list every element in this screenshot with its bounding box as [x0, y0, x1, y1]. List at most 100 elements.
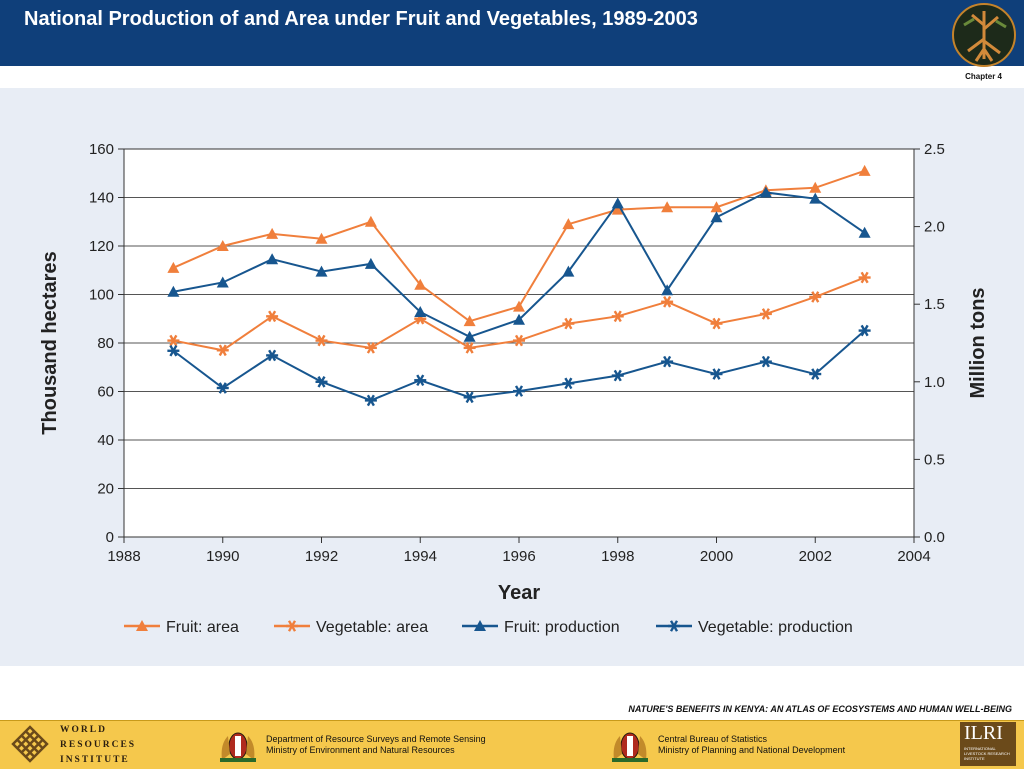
- x-tick-label: 2002: [799, 548, 832, 565]
- data-point: [562, 377, 575, 390]
- data-point: [809, 291, 822, 303]
- dept2-line-2: Ministry of Planning and National Develo…: [658, 745, 846, 755]
- dept1-line-2: Ministry of Environment and Natural Reso…: [266, 745, 455, 755]
- data-point: [562, 317, 575, 330]
- x-tick-label: 1992: [305, 548, 338, 565]
- data-point: [216, 382, 229, 394]
- kenya-crest-icon: [612, 732, 648, 762]
- data-point: [710, 317, 723, 330]
- legend-label: Fruit: area: [166, 619, 239, 636]
- legend-label: Vegetable: production: [698, 619, 853, 636]
- y-axis-label: Thousand hectares: [39, 251, 61, 434]
- data-point: [858, 324, 871, 337]
- data-point: [167, 261, 180, 273]
- plant-roots-icon: [963, 11, 1007, 62]
- legend-label: Fruit: production: [504, 619, 620, 636]
- y-tick-label: 20: [97, 481, 114, 498]
- data-point: [611, 310, 624, 323]
- data-point: [364, 394, 377, 407]
- y2-tick-label: 1.0: [924, 374, 945, 391]
- atlas-logo: [952, 3, 1016, 67]
- data-point: [463, 330, 476, 342]
- y-tick-label: 40: [97, 432, 114, 449]
- legend-marker: [286, 620, 298, 632]
- dept2-line-1: Central Bureau of Statistics: [658, 734, 768, 744]
- legend-marker: [474, 620, 486, 631]
- data-point: [315, 232, 328, 244]
- data-point: [562, 265, 575, 277]
- page-title: National Production of and Area under Fr…: [24, 8, 698, 30]
- data-point: [414, 305, 427, 317]
- y2-axis-label: Million tons: [967, 287, 989, 398]
- dept2-block: Central Bureau of Statistics Ministry of…: [658, 734, 845, 756]
- y-tick-label: 120: [89, 238, 114, 255]
- data-point: [364, 215, 377, 227]
- wri-line-1: WORLD: [60, 725, 107, 735]
- wri-line-2: RESOURCES: [60, 740, 137, 750]
- data-point: [463, 342, 476, 354]
- x-axis-label: Year: [498, 582, 540, 604]
- y-tick-label: 140: [89, 190, 114, 207]
- data-point: [513, 300, 525, 312]
- data-point: [315, 265, 328, 277]
- data-point: [315, 376, 328, 388]
- plot-frame: [123, 148, 915, 538]
- data-point: [661, 295, 674, 308]
- data-point: [266, 253, 279, 265]
- chart: 0 20 40 60 80 100 120 140 160 0.0 0.5 1.0 1.5 2.0 2.5 1…: [39, 141, 989, 636]
- data-point: [759, 355, 772, 368]
- data-point: [611, 203, 624, 215]
- y-tick-label: 160: [89, 141, 114, 158]
- data-point: [661, 355, 674, 368]
- kenya-crest-icon: [220, 732, 256, 762]
- legend-label: Vegetable: area: [316, 619, 428, 636]
- x-tick-label: 1990: [206, 548, 239, 565]
- ilri-logo: [960, 722, 1016, 766]
- data-point: [858, 271, 871, 284]
- y-tick-label: 80: [97, 335, 114, 352]
- data-point: [266, 349, 279, 362]
- data-point: [364, 342, 377, 354]
- data-point: [611, 369, 624, 382]
- data-point: [513, 313, 525, 325]
- data-point: [661, 201, 674, 213]
- y-tick-label: 100: [89, 287, 114, 304]
- data-point: [167, 285, 180, 297]
- dept1-block: Department of Resource Surveys and Remot…: [266, 734, 486, 756]
- data-point: [167, 334, 180, 347]
- data-point: [611, 197, 624, 209]
- data-point: [216, 344, 229, 357]
- data-point: [858, 164, 871, 176]
- ilri-name: ILRI: [964, 722, 1003, 744]
- x-tick-label: 2000: [700, 548, 733, 565]
- data-point: [809, 192, 822, 204]
- legend-marker: [668, 620, 680, 632]
- x-tick-label: 1994: [404, 548, 437, 565]
- data-point: [414, 374, 427, 387]
- data-point: [710, 368, 723, 380]
- data-point: [463, 315, 476, 327]
- wri-knot-icon: [11, 725, 49, 763]
- x-tick-label: 2004: [897, 548, 930, 565]
- atlas-title: NATURE'S BENEFITS IN KENYA: AN ATLAS OF …: [628, 704, 1012, 714]
- wri-name: WORLD RESOURCES INSTITUTE: [60, 723, 136, 768]
- data-point: [759, 186, 772, 198]
- data-point: [710, 201, 723, 213]
- data-point: [167, 344, 180, 357]
- data-point: [710, 211, 723, 223]
- data-point: [216, 240, 229, 251]
- data-point: [759, 308, 772, 320]
- y2-tick-label: 1.5: [924, 296, 945, 313]
- y2-tick-label: 0.0: [924, 529, 945, 546]
- data-point: [858, 226, 871, 238]
- data-point: [266, 227, 279, 239]
- dept1-line-1: Department of Resource Surveys and Remot…: [266, 734, 486, 744]
- data-point: [809, 181, 822, 193]
- y-tick-label: 60: [97, 384, 114, 401]
- y-tick-label: 0: [106, 529, 114, 546]
- data-point: [809, 368, 822, 380]
- ilri-subtitle: INTERNATIONAL LIVESTOCK RESEARCH INSTITU…: [964, 746, 1010, 761]
- chapter-label: Chapter 4: [965, 72, 1002, 81]
- y2-tick-label: 2.0: [924, 219, 945, 236]
- data-point: [216, 276, 229, 288]
